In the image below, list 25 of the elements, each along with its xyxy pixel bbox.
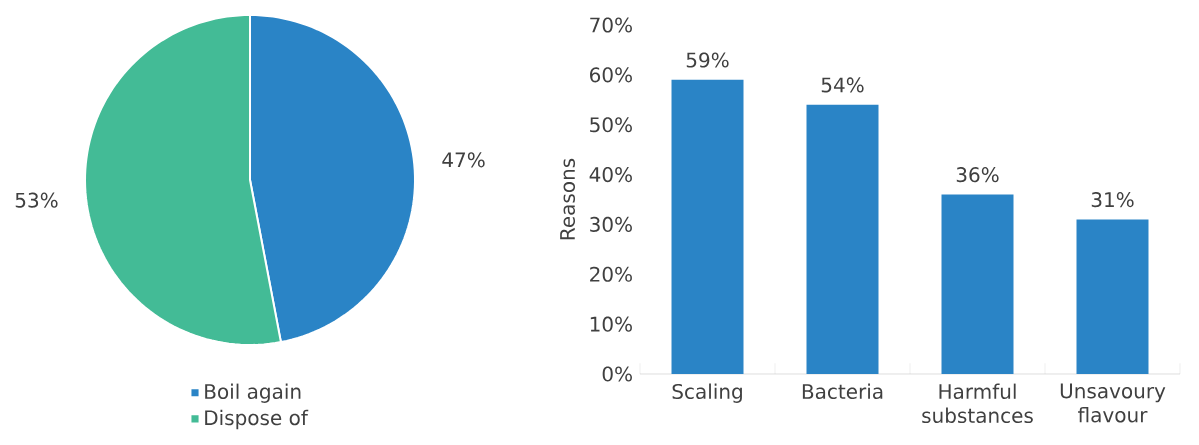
legend-label: Boil again	[205, 383, 301, 403]
y-tick-label: 40%	[589, 167, 632, 183]
y-tick-label: 10%	[590, 316, 632, 332]
data-label: 31%	[1091, 192, 1134, 208]
bar	[941, 194, 1014, 374]
y-tick-label: 70%	[590, 17, 632, 33]
bar	[806, 104, 879, 374]
data-label: 54%	[821, 77, 864, 93]
y-tick-label: 30%	[590, 216, 632, 232]
data-label: 36%	[956, 167, 999, 183]
data-label: 53%	[15, 192, 58, 208]
y-tick-label: 0%	[602, 366, 632, 382]
bar	[671, 79, 744, 374]
x-tick-label: Bacteria	[802, 383, 883, 400]
data-label: 47%	[442, 152, 485, 168]
y-tick-label: 60%	[590, 67, 632, 83]
x-tick-label: Scaling	[672, 383, 742, 403]
x-tick-label: Unsavoury flavour	[1060, 383, 1166, 423]
data-label: 59%	[686, 52, 729, 68]
x-tick-label: Harmful substances	[922, 383, 1033, 424]
bar	[1076, 219, 1149, 374]
y-axis-title: Reasons	[560, 158, 576, 240]
y-tick-label: 20%	[590, 266, 632, 282]
y-tick-label: 50%	[590, 117, 632, 133]
legend-label: Dispose of	[205, 409, 309, 430]
